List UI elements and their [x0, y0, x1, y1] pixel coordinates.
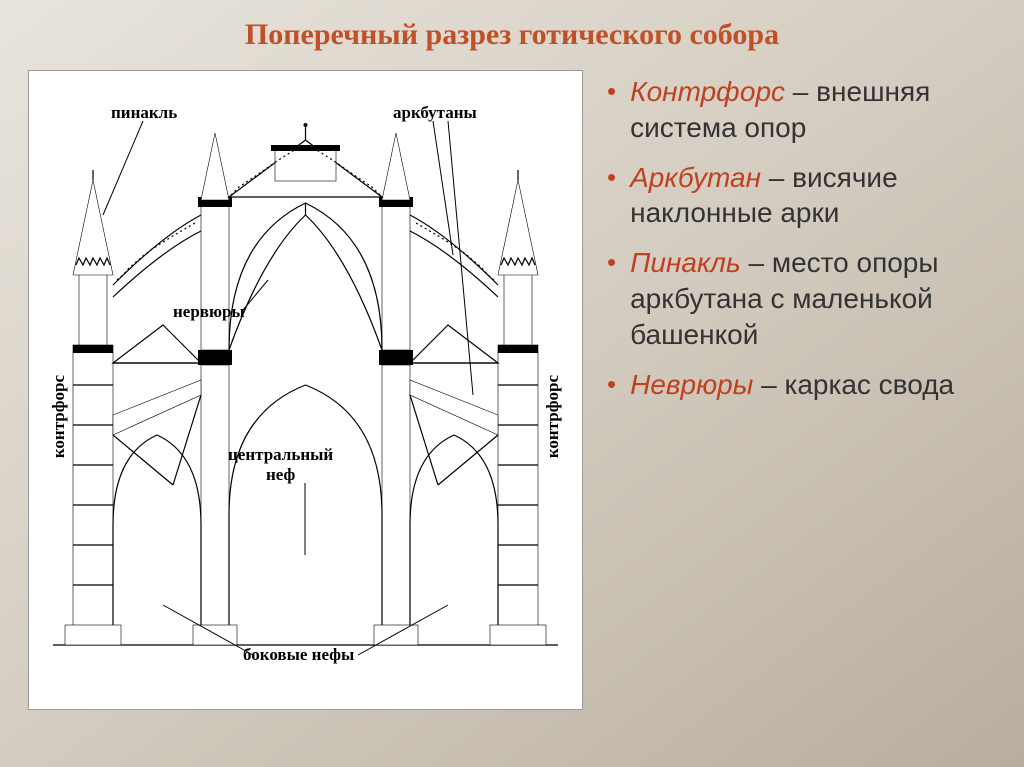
label-buttress-left: контрфорс: [49, 375, 69, 458]
clerestory-roof: [229, 123, 382, 197]
diagram-svg: [43, 85, 568, 695]
term: Контрфорс: [630, 76, 785, 107]
bullet-text: Аркбутан – висячие наклонные арки: [630, 160, 996, 232]
flying-buttress-upper: [113, 215, 498, 297]
list-item: • Контрфорс – внешняя система опор: [607, 74, 996, 146]
bullet-text: Неврюры – каркас свода: [630, 367, 996, 403]
list-item: • Пинакль – место опоры аркбутана с мале…: [607, 245, 996, 352]
label-pinnacle: пинакль: [111, 103, 177, 123]
bullet-icon: •: [607, 249, 616, 275]
bullet-icon: •: [607, 164, 616, 190]
list-item: • Аркбутан – висячие наклонные арки: [607, 160, 996, 232]
bullet-text: Контрфорс – внешняя система опор: [630, 74, 996, 146]
term: Неврюры: [630, 369, 753, 400]
term: Аркбутан: [630, 162, 761, 193]
bullet-icon: •: [607, 371, 616, 397]
content-row: пинакль аркбутаны нервюры центральный не…: [28, 70, 996, 710]
label-ribs: нервюры: [173, 302, 245, 322]
slide: Поперечный разрез готического собора пин…: [0, 0, 1024, 767]
page-title: Поперечный разрез готического собора: [28, 18, 996, 52]
central-vault: [229, 203, 382, 350]
bullet-list: • Контрфорс – внешняя система опор • Арк…: [607, 70, 996, 710]
label-buttress-right: контрфорс: [543, 375, 563, 458]
diagram-canvas: пинакль аркбутаны нервюры центральный не…: [43, 85, 568, 695]
bullet-icon: •: [607, 78, 616, 104]
side-nave-roof: [113, 325, 498, 363]
bullet-text: Пинакль – место опоры аркбутана с малень…: [630, 245, 996, 352]
label-side-naves: боковые нефы: [243, 645, 354, 665]
label-flying-buttress: аркбутаны: [393, 103, 477, 123]
diagram-container: пинакль аркбутаны нервюры центральный не…: [28, 70, 583, 710]
label-central-nave: центральный неф: [228, 445, 333, 484]
term: Пинакль: [630, 247, 741, 278]
list-item: • Неврюры – каркас свода: [607, 367, 996, 403]
definition: – каркас свода: [753, 369, 954, 400]
